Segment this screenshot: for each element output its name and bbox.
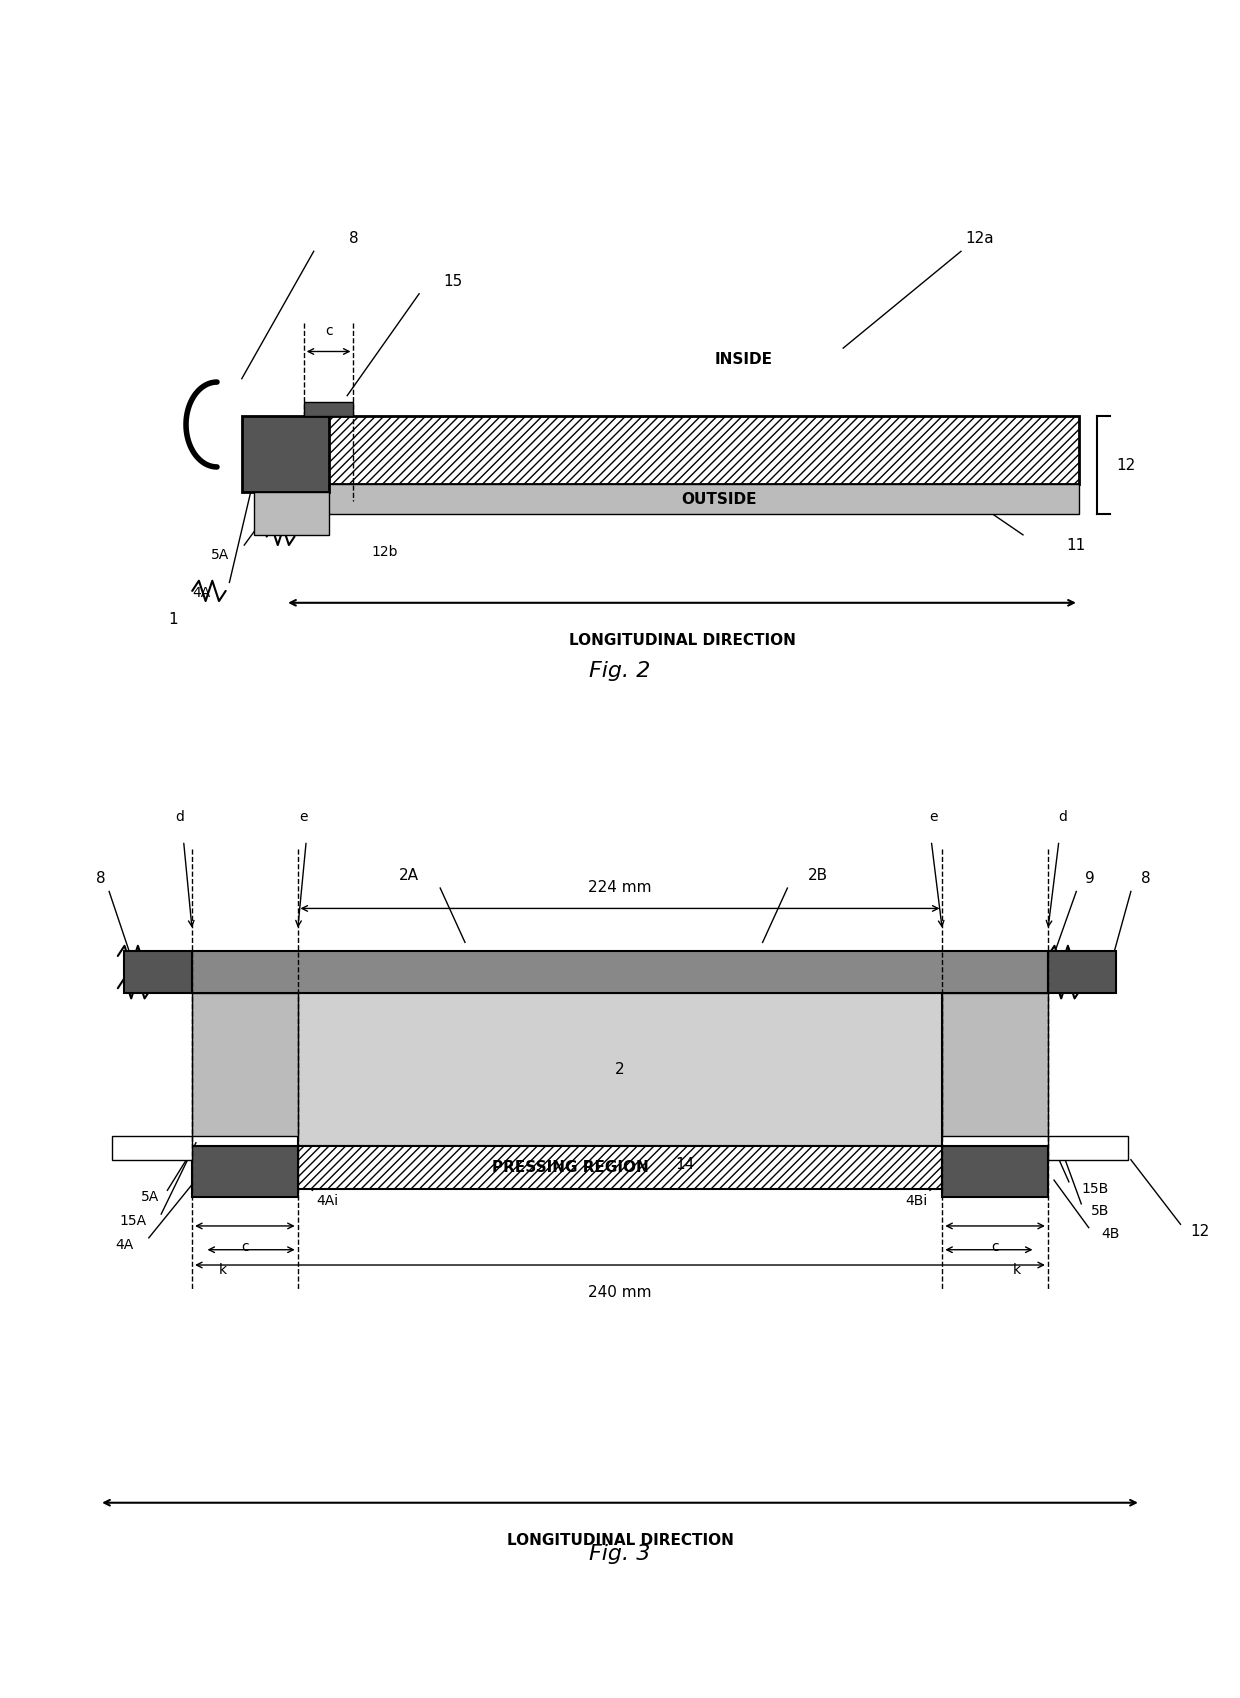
- Text: Fig. 2: Fig. 2: [589, 661, 651, 681]
- Text: 15B: 15B: [1081, 1182, 1109, 1195]
- Text: PRESSING REGION: PRESSING REGION: [492, 1160, 649, 1175]
- Text: 5B: 5B: [1091, 1204, 1110, 1217]
- Text: 4A: 4A: [192, 586, 211, 599]
- Polygon shape: [322, 484, 1079, 514]
- Text: 12a: 12a: [965, 231, 994, 246]
- Text: 9: 9: [1085, 871, 1095, 886]
- Text: d: d: [175, 810, 185, 824]
- Text: Fig. 3: Fig. 3: [589, 1543, 651, 1564]
- Text: k: k: [219, 1263, 227, 1277]
- Text: 12b: 12b: [371, 545, 398, 559]
- Text: 5A: 5A: [140, 1190, 159, 1204]
- Text: 8: 8: [95, 871, 105, 886]
- Text: k: k: [1013, 1263, 1021, 1277]
- Polygon shape: [124, 951, 192, 993]
- Text: OUTSIDE: OUTSIDE: [682, 492, 756, 506]
- Polygon shape: [322, 416, 1079, 484]
- Text: 224 mm: 224 mm: [588, 880, 652, 895]
- Polygon shape: [1048, 951, 1116, 993]
- Text: e: e: [930, 810, 937, 824]
- Text: 2A: 2A: [399, 868, 419, 883]
- Text: 15: 15: [443, 273, 463, 289]
- Text: 2B: 2B: [808, 868, 828, 883]
- Polygon shape: [942, 993, 1048, 1136]
- Polygon shape: [192, 993, 298, 1136]
- Text: 4Bi: 4Bi: [905, 1194, 928, 1207]
- Text: 4B: 4B: [1101, 1228, 1120, 1241]
- Text: 11: 11: [1066, 538, 1086, 552]
- Text: LONGITUDINAL DIRECTION: LONGITUDINAL DIRECTION: [569, 633, 795, 649]
- Text: 15A: 15A: [119, 1214, 146, 1228]
- Text: c: c: [991, 1240, 999, 1253]
- Polygon shape: [304, 402, 353, 416]
- Text: 8: 8: [348, 231, 358, 246]
- Text: c: c: [241, 1240, 249, 1253]
- Text: 4A: 4A: [115, 1238, 134, 1251]
- Text: 4Ai: 4Ai: [316, 1194, 339, 1207]
- Text: 8: 8: [1141, 871, 1151, 886]
- Text: e: e: [300, 810, 308, 824]
- Text: 240 mm: 240 mm: [588, 1285, 652, 1301]
- Polygon shape: [192, 1146, 298, 1197]
- Text: INSIDE: INSIDE: [715, 353, 773, 367]
- Polygon shape: [242, 416, 329, 492]
- Text: c: c: [325, 324, 332, 338]
- Polygon shape: [1048, 1136, 1128, 1160]
- Polygon shape: [298, 993, 942, 1146]
- Polygon shape: [192, 951, 1048, 993]
- Text: d: d: [1058, 810, 1068, 824]
- Text: 12: 12: [1116, 458, 1136, 472]
- Text: 1: 1: [169, 613, 179, 627]
- Text: LONGITUDINAL DIRECTION: LONGITUDINAL DIRECTION: [507, 1533, 733, 1549]
- Polygon shape: [254, 492, 329, 535]
- Text: 14: 14: [676, 1156, 696, 1172]
- Polygon shape: [112, 1136, 192, 1160]
- Text: 12: 12: [1190, 1224, 1210, 1238]
- Text: 5A: 5A: [211, 548, 229, 562]
- Text: 2: 2: [615, 1063, 625, 1077]
- Polygon shape: [942, 1146, 1048, 1197]
- Polygon shape: [298, 1146, 942, 1189]
